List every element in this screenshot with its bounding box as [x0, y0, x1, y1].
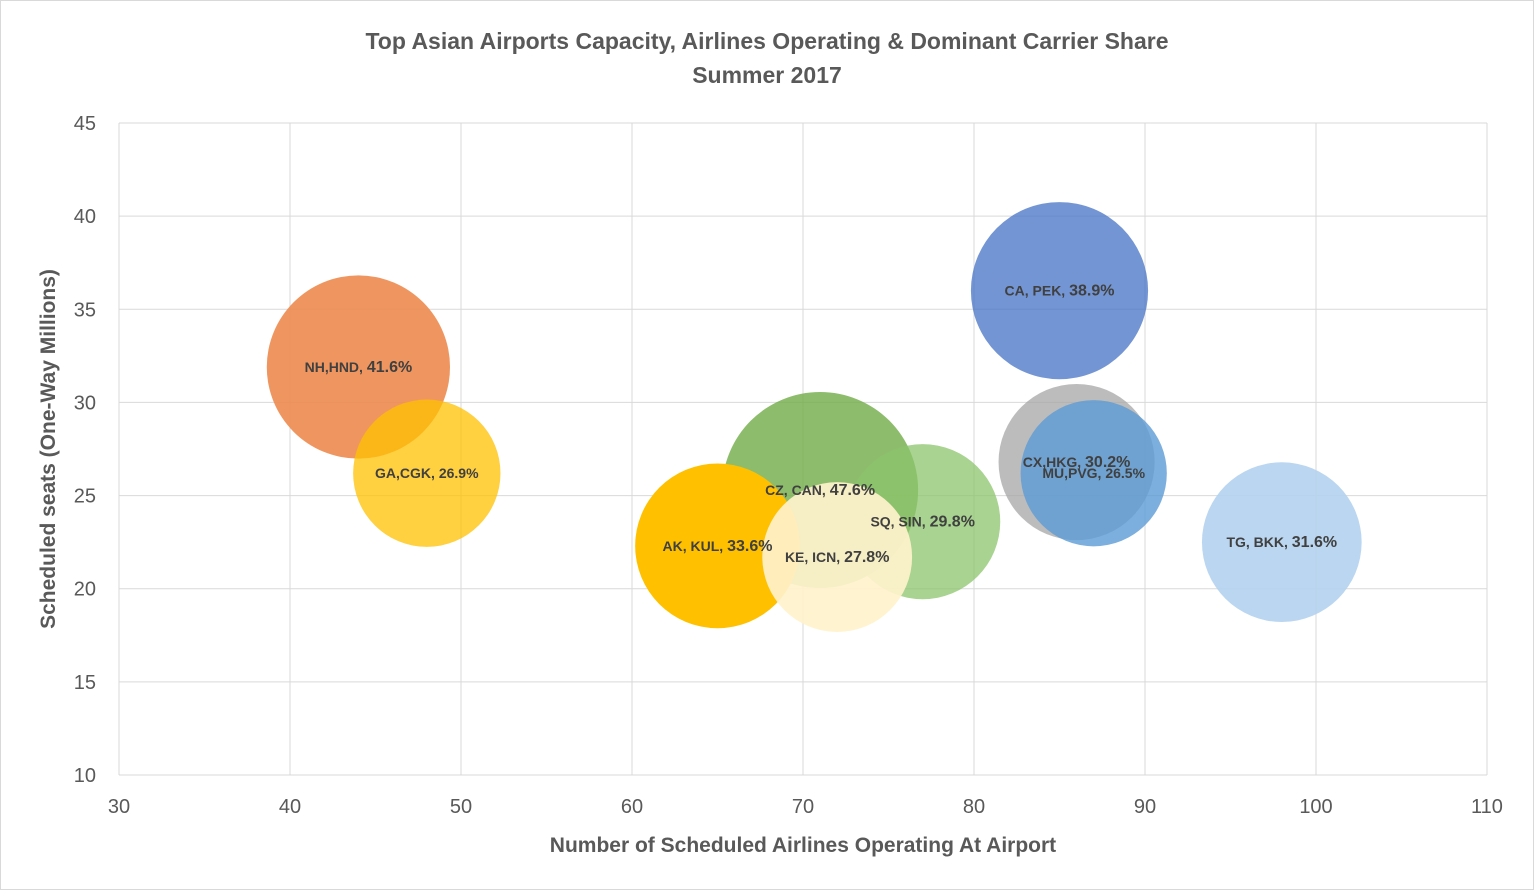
y-tick-label: 35	[74, 299, 96, 321]
x-tick-label: 50	[450, 796, 472, 818]
bubble-label-tg-bkk: TG, BKK, 31.6%	[1226, 534, 1337, 551]
x-tick-label: 90	[1134, 796, 1156, 818]
bubble-label-cx-hkg: CX,HKG, 30.2%	[1023, 454, 1131, 471]
bubble-label-ak-kul: AK, KUL, 33.6%	[663, 538, 773, 555]
y-tick-label: 40	[74, 206, 96, 228]
x-axis-title: Number of Scheduled Airlines Operating A…	[550, 834, 1056, 857]
bubble-tg-bkk	[1201, 462, 1362, 622]
x-tick-label: 30	[108, 796, 130, 818]
y-tick-label: 30	[74, 392, 96, 414]
y-axis-title: Scheduled seats (One-Way Millions)	[37, 269, 60, 629]
bubble-ak-kul	[635, 463, 800, 629]
bubble-ca-pek	[970, 202, 1149, 380]
bubble-label-ke-icn: KE, ICN, 27.8%	[785, 549, 890, 566]
bubbles	[266, 202, 1362, 632]
bubble-label-mu-pvg: MU,PVG, 26.5%	[1042, 465, 1145, 481]
bubble-label-ga-cgk: GA,CGK, 26.9%	[375, 465, 479, 481]
x-tick-label: 100	[1299, 796, 1332, 818]
bubble-label-ca-pek: CA, PEK, 38.9%	[1005, 283, 1115, 300]
y-tick-label: 45	[74, 113, 96, 135]
x-tick-label: 40	[279, 796, 301, 818]
bubble-label-cz-can: CZ, CAN, 47.6%	[765, 482, 875, 499]
bubble-labels: NH,HND, 41.6% GA,CGK, 26.9% CA, PEK, 38.9%…	[305, 283, 1338, 566]
x-tick-label: 60	[621, 796, 643, 818]
y-tick-label: 15	[74, 672, 96, 694]
bubble-ga-cgk	[353, 399, 501, 547]
x-tick-label: 110	[1471, 796, 1503, 818]
y-tick-label: 20	[74, 579, 96, 601]
y-tick-label: 10	[74, 765, 96, 787]
bubble-label-sq-sin: SQ, SIN, 29.8%	[870, 514, 975, 531]
bubble-label-nh-hnd: NH,HND, 41.6%	[305, 359, 413, 376]
x-tick-label: 70	[792, 796, 814, 818]
chart-title: Top Asian Airports Capacity, Airlines Op…	[365, 28, 1168, 54]
bubble-mu-pvg	[1020, 400, 1167, 547]
x-tick-label: 80	[963, 796, 985, 818]
chart-subtitle: Summer 2017	[692, 62, 842, 88]
y-tick-label: 25	[74, 486, 96, 508]
tick-labels: 30 40 50 60 70 80 90 100 110 10 15 20 25 30 35 40 45	[74, 113, 1503, 818]
bubble-ke-icn	[762, 482, 913, 632]
